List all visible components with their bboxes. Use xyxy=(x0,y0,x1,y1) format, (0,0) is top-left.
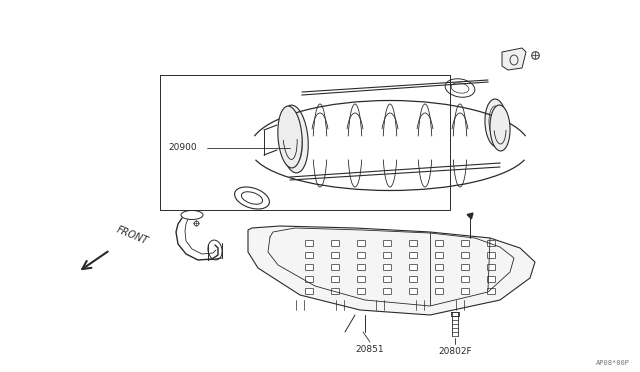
FancyBboxPatch shape xyxy=(332,276,339,282)
FancyBboxPatch shape xyxy=(358,289,365,295)
FancyBboxPatch shape xyxy=(488,241,495,247)
FancyBboxPatch shape xyxy=(461,289,470,295)
FancyBboxPatch shape xyxy=(410,253,417,259)
Text: FRONT: FRONT xyxy=(115,224,150,246)
FancyBboxPatch shape xyxy=(461,253,470,259)
FancyBboxPatch shape xyxy=(488,253,495,259)
FancyBboxPatch shape xyxy=(332,241,339,247)
Text: 20851: 20851 xyxy=(356,346,384,355)
FancyBboxPatch shape xyxy=(358,264,365,270)
FancyBboxPatch shape xyxy=(305,264,314,270)
FancyBboxPatch shape xyxy=(461,241,470,247)
FancyBboxPatch shape xyxy=(305,276,314,282)
FancyBboxPatch shape xyxy=(358,276,365,282)
FancyBboxPatch shape xyxy=(410,276,417,282)
FancyBboxPatch shape xyxy=(383,289,392,295)
Polygon shape xyxy=(502,48,526,70)
FancyBboxPatch shape xyxy=(383,241,392,247)
FancyBboxPatch shape xyxy=(358,253,365,259)
FancyBboxPatch shape xyxy=(461,276,470,282)
FancyBboxPatch shape xyxy=(435,276,444,282)
FancyBboxPatch shape xyxy=(488,276,495,282)
Text: AP08*00P: AP08*00P xyxy=(596,360,630,366)
FancyBboxPatch shape xyxy=(332,289,339,295)
Text: 20802F: 20802F xyxy=(438,347,472,356)
Ellipse shape xyxy=(278,106,302,168)
FancyBboxPatch shape xyxy=(435,289,444,295)
FancyBboxPatch shape xyxy=(410,289,417,295)
FancyBboxPatch shape xyxy=(461,264,470,270)
FancyBboxPatch shape xyxy=(410,264,417,270)
FancyBboxPatch shape xyxy=(332,264,339,270)
Ellipse shape xyxy=(280,105,308,173)
FancyBboxPatch shape xyxy=(305,289,314,295)
FancyBboxPatch shape xyxy=(305,241,314,247)
FancyBboxPatch shape xyxy=(488,264,495,270)
FancyBboxPatch shape xyxy=(435,253,444,259)
FancyBboxPatch shape xyxy=(383,276,392,282)
FancyBboxPatch shape xyxy=(332,253,339,259)
Polygon shape xyxy=(248,226,535,315)
FancyBboxPatch shape xyxy=(383,253,392,259)
Text: 20900: 20900 xyxy=(168,144,196,153)
Ellipse shape xyxy=(485,99,507,147)
FancyBboxPatch shape xyxy=(410,241,417,247)
Ellipse shape xyxy=(490,105,510,151)
FancyBboxPatch shape xyxy=(383,264,392,270)
FancyBboxPatch shape xyxy=(435,264,444,270)
FancyBboxPatch shape xyxy=(358,241,365,247)
FancyBboxPatch shape xyxy=(488,289,495,295)
FancyBboxPatch shape xyxy=(435,241,444,247)
FancyBboxPatch shape xyxy=(305,253,314,259)
